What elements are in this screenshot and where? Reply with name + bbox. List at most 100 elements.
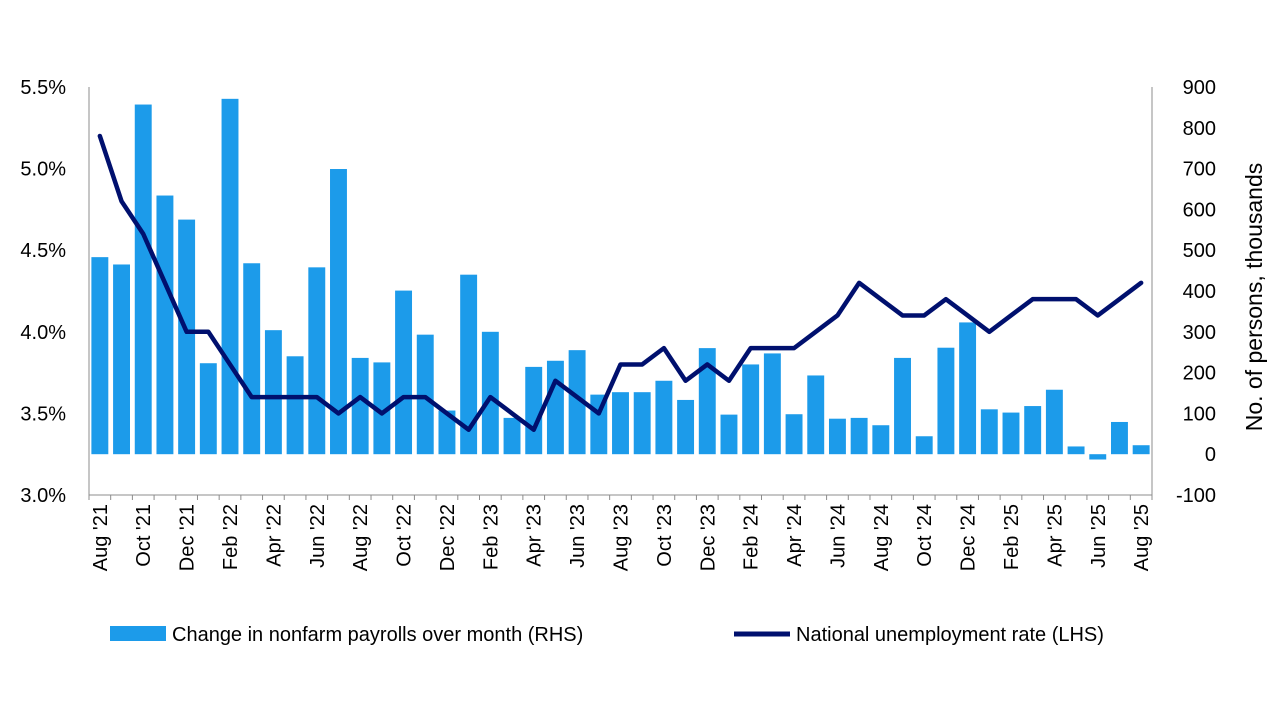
x-tick-label: Jun '22 (307, 504, 329, 568)
bar-payrolls (1067, 446, 1085, 455)
bar-payrolls (980, 409, 998, 455)
bar-payrolls (807, 375, 825, 455)
bar-payrolls (850, 417, 868, 455)
x-tick-label: Feb '22 (220, 504, 242, 570)
right-tick-label: 500 (1183, 240, 1216, 262)
right-tick-label: 300 (1183, 322, 1216, 344)
legend-label-payrolls: Change in nonfarm payrolls over month (R… (172, 624, 583, 646)
left-tick-label: 3.0% (20, 485, 66, 507)
left-tick-label: 5.0% (20, 159, 66, 181)
x-axis-ticks: Aug '21 Oct '21 Dec '21 Feb '22 Apr '22 Jun '… (90, 504, 1153, 571)
legend-swatch-payrolls (110, 626, 166, 641)
bar-payrolls (330, 169, 347, 455)
x-tick-label: Aug '22 (350, 504, 372, 571)
bar-payrolls (937, 347, 955, 455)
bar-payrolls (872, 425, 890, 455)
x-tick-label: Apr '25 (1044, 504, 1066, 567)
x-tick-label: Oct '21 (133, 504, 155, 567)
right-tick-label: 600 (1183, 199, 1216, 221)
bar-payrolls (1111, 421, 1128, 455)
bar-payrolls (416, 334, 434, 455)
right-tick-label: 900 (1183, 77, 1216, 99)
right-axis-ticks: 900 800 700 600 500 400 300 200 100 0 -100 (1176, 77, 1216, 507)
x-tick-label: Apr '24 (784, 504, 806, 567)
bar-payrolls (763, 353, 781, 455)
bar-payrolls (1089, 454, 1107, 460)
x-tick-label: Aug '23 (611, 504, 633, 571)
x-tick-label: Apr '23 (524, 504, 546, 567)
x-tick-label: Dec '24 (958, 504, 980, 571)
right-axis-title: No. of persons, thousands (1241, 163, 1267, 432)
x-tick-label: Aug '25 (1131, 504, 1153, 571)
left-axis-ticks: 5.5% 5.0% 4.5% 4.0% 3.5% 3.0% (20, 77, 66, 507)
bar-payrolls (785, 414, 803, 455)
right-tick-label: 800 (1183, 118, 1216, 140)
bar-payrolls (655, 380, 673, 455)
bar-payrolls (1024, 406, 1042, 455)
bar-payrolls (264, 330, 282, 455)
bar-payrolls (720, 414, 738, 455)
bar-payrolls (633, 392, 651, 455)
legend: Change in nonfarm payrolls over month (R… (110, 624, 1104, 646)
line-layer (97, 133, 1144, 432)
x-tick-label: Dec '22 (437, 504, 459, 571)
bar-payrolls (959, 322, 977, 455)
bar-payrolls (351, 357, 369, 455)
bar-payrolls (677, 399, 695, 455)
right-tick-label: 100 (1183, 403, 1216, 425)
bar-payrolls (178, 219, 196, 455)
left-tick-label: 4.0% (20, 322, 66, 344)
x-tick-label: Feb '24 (741, 504, 763, 570)
bar-payrolls (894, 357, 911, 455)
bar-payrolls (286, 356, 304, 455)
axes-layer (88, 87, 1153, 500)
bar-payrolls (1002, 412, 1020, 455)
right-tick-label: 400 (1183, 281, 1216, 303)
bar-payrolls (221, 98, 239, 455)
bar-payrolls (308, 267, 326, 455)
x-tick-label: Oct '23 (654, 504, 676, 567)
bar-payrolls (698, 348, 716, 455)
bar-payrolls (525, 366, 543, 455)
bars-layer (91, 98, 1150, 460)
bar-payrolls (828, 418, 846, 455)
left-tick-label: 3.5% (20, 403, 66, 425)
unemployment-rate-line (97, 133, 1144, 432)
bar-payrolls (1045, 389, 1063, 455)
bar-payrolls (395, 290, 413, 455)
bar-payrolls (481, 331, 499, 455)
legend-label-unemployment: National unemployment rate (LHS) (796, 624, 1104, 646)
x-tick-label: Oct '24 (914, 504, 936, 567)
x-tick-label: Feb '23 (480, 504, 502, 570)
bar-payrolls (460, 274, 478, 455)
x-tick-label: Apr '22 (263, 504, 285, 567)
right-tick-label: -100 (1176, 485, 1216, 507)
bar-payrolls (612, 392, 629, 455)
bar-payrolls (91, 257, 109, 455)
bar-payrolls (503, 417, 521, 455)
x-tick-label: Aug '21 (90, 504, 112, 571)
right-tick-label: 700 (1183, 159, 1216, 181)
bar-payrolls (243, 263, 261, 455)
bar-payrolls (1132, 445, 1150, 455)
x-tick-label: Jun '25 (1088, 504, 1110, 568)
x-tick-label: Dec '21 (177, 504, 199, 571)
x-tick-label: Aug '24 (871, 504, 893, 571)
x-tick-label: Jun '24 (827, 504, 849, 568)
bar-payrolls (568, 350, 586, 455)
x-tick-label: Oct '22 (394, 504, 416, 567)
left-tick-label: 5.5% (20, 77, 66, 99)
x-tick-label: Feb '25 (1001, 504, 1023, 570)
x-tick-label: Jun '23 (567, 504, 589, 568)
bar-payrolls (742, 364, 760, 455)
bar-payrolls (199, 363, 217, 455)
x-tick-label: Dec '23 (697, 504, 719, 571)
bar-payrolls (156, 195, 174, 455)
bar-payrolls (546, 360, 564, 455)
bar-payrolls (915, 436, 933, 455)
left-tick-label: 4.5% (20, 240, 66, 262)
bar-payrolls (113, 264, 130, 455)
right-tick-label: 0 (1205, 444, 1216, 466)
